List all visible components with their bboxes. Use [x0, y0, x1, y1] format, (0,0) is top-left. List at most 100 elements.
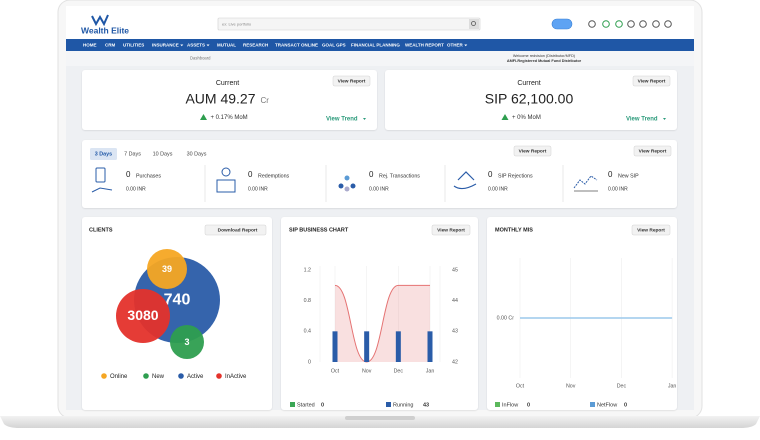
x-tick-label: Nov [362, 368, 372, 374]
summary-change: + 0.17% MoM [211, 115, 248, 121]
search-icon [471, 21, 476, 26]
button-label[interactable]: View Report [637, 228, 665, 234]
icon [91, 187, 113, 193]
legend-label: Active [187, 374, 204, 380]
button-label[interactable]: View Report [338, 79, 366, 85]
y-tick-label: 0.00 Cr [497, 315, 515, 321]
tab[interactable]: 10 Days [153, 152, 173, 158]
stat-label: New SIP [618, 173, 639, 179]
button-label[interactable]: View Report [638, 79, 666, 85]
logo-mark [91, 14, 109, 27]
legend-label: New [152, 374, 165, 380]
button-label[interactable]: View Report [639, 149, 667, 155]
stat-count: 0 [608, 170, 613, 179]
button[interactable] [633, 145, 672, 157]
y2-tick-label: 45 [452, 267, 458, 273]
button-label[interactable]: Download Report [218, 228, 258, 234]
header-icon[interactable] [588, 20, 596, 28]
legend-dot [216, 373, 222, 379]
icon [95, 167, 106, 183]
legend-label: Started [297, 402, 315, 408]
nav-item[interactable]: CRM [105, 43, 115, 48]
card [82, 70, 377, 130]
icon [221, 167, 231, 177]
legend-count: 0 [527, 402, 530, 408]
y-tick-label: 0.4 [304, 329, 311, 335]
nav-item[interactable]: MUTUAL [217, 43, 236, 48]
search-box[interactable] [217, 17, 481, 31]
toggle[interactable] [551, 18, 573, 30]
summary-label: Current [517, 80, 540, 87]
legend-label: Running [393, 402, 414, 408]
bar [364, 331, 370, 362]
panel-title: SIP BUSINESS CHART [289, 227, 349, 233]
button[interactable] [513, 145, 552, 157]
legend-swatch [590, 402, 595, 407]
nav-item[interactable]: ASSETS [187, 43, 205, 48]
legend-label: InFlow [502, 402, 518, 408]
panel-title: CLIENTS [89, 227, 113, 233]
nav-item[interactable]: INSURANCE [152, 43, 179, 48]
icon [344, 175, 350, 181]
bubble-label: 39 [162, 264, 172, 274]
button[interactable] [431, 224, 471, 236]
button[interactable] [332, 75, 371, 87]
legend-label: InActive [225, 374, 247, 380]
header-icon[interactable] [615, 20, 623, 28]
stat-count: 0 [369, 170, 374, 179]
nav-item[interactable]: FINANCIAL PLANNING [351, 43, 400, 48]
view-trend[interactable]: View Trend [326, 117, 358, 123]
legend-swatch [290, 402, 295, 407]
breadcrumb: Dashboard [190, 56, 211, 61]
y-tick-label: 0 [308, 359, 311, 365]
laptop-notch [345, 416, 415, 420]
bubble [116, 289, 170, 343]
card [281, 217, 478, 410]
nav-item[interactable]: RESEARCH [243, 43, 268, 48]
button[interactable] [204, 224, 267, 236]
header-icon[interactable] [664, 20, 672, 28]
nav-item[interactable]: OTHER [447, 43, 464, 48]
up-arrow [200, 114, 207, 120]
button-label[interactable]: View Report [437, 228, 465, 234]
bubble-label: 3 [184, 337, 189, 347]
button-label[interactable]: View Report [519, 149, 547, 155]
nav-item[interactable]: UTILITIES [123, 43, 144, 48]
card [385, 70, 677, 130]
header-icon[interactable] [627, 20, 635, 28]
header-icon[interactable] [602, 20, 610, 28]
nav-caret [206, 44, 210, 47]
summary-unit: Cr [261, 96, 270, 105]
search-placeholder: ex: Live portfolio [222, 21, 252, 26]
tab[interactable]: 7 Days [124, 152, 141, 158]
header-icon[interactable] [652, 20, 660, 28]
header-icon[interactable] [639, 20, 647, 28]
x-tick-label: Oct [516, 383, 525, 389]
nav-item[interactable]: GOAL GPS [322, 43, 346, 48]
button[interactable] [632, 75, 671, 87]
icon [453, 171, 477, 190]
bubble [170, 325, 204, 359]
stat-amount: 0.00 INR [369, 186, 389, 192]
y-tick-label: 1.2 [304, 267, 311, 273]
legend-swatch [386, 402, 391, 407]
logo: Wealth Elite [81, 25, 129, 35]
nav-caret [464, 44, 468, 47]
view-trend[interactable]: View Trend [626, 117, 658, 123]
button[interactable] [631, 224, 671, 236]
search-button[interactable] [469, 19, 479, 29]
nav-item[interactable]: HOME [83, 43, 97, 48]
stat-label: Redemptions [258, 173, 290, 179]
tab[interactable]: 3 Days [95, 152, 112, 158]
stat-label: SIP Rejections [498, 173, 533, 179]
y2-tick-label: 43 [452, 329, 458, 335]
legend-label: Online [110, 374, 128, 380]
bubble-label: 740 [164, 292, 191, 309]
tab-active[interactable] [90, 148, 117, 160]
icon [344, 186, 350, 192]
icon [338, 183, 344, 189]
tab[interactable]: 30 Days [187, 152, 207, 158]
nav-item[interactable]: TRANSACT ONLINE [275, 43, 318, 48]
nav-item[interactable]: WEALTH REPORT [405, 43, 444, 48]
legend-count: 0 [321, 402, 324, 408]
